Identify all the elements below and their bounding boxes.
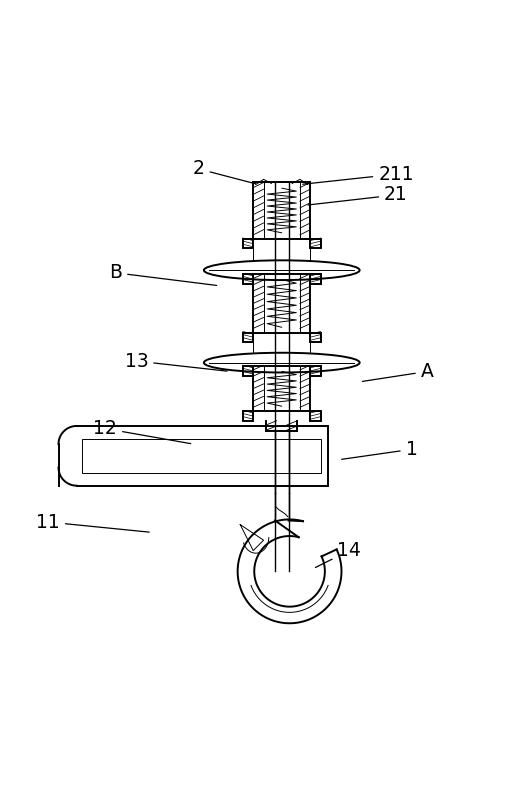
Text: B: B	[109, 263, 217, 286]
Text: 13: 13	[125, 351, 227, 371]
Text: 11: 11	[36, 513, 149, 532]
Text: 1: 1	[341, 440, 418, 459]
Text: A: A	[362, 362, 434, 382]
Text: 2: 2	[193, 159, 256, 184]
Text: 211: 211	[303, 165, 414, 184]
Text: 12: 12	[93, 419, 191, 444]
Text: 14: 14	[315, 541, 361, 567]
Text: 21: 21	[308, 186, 408, 205]
